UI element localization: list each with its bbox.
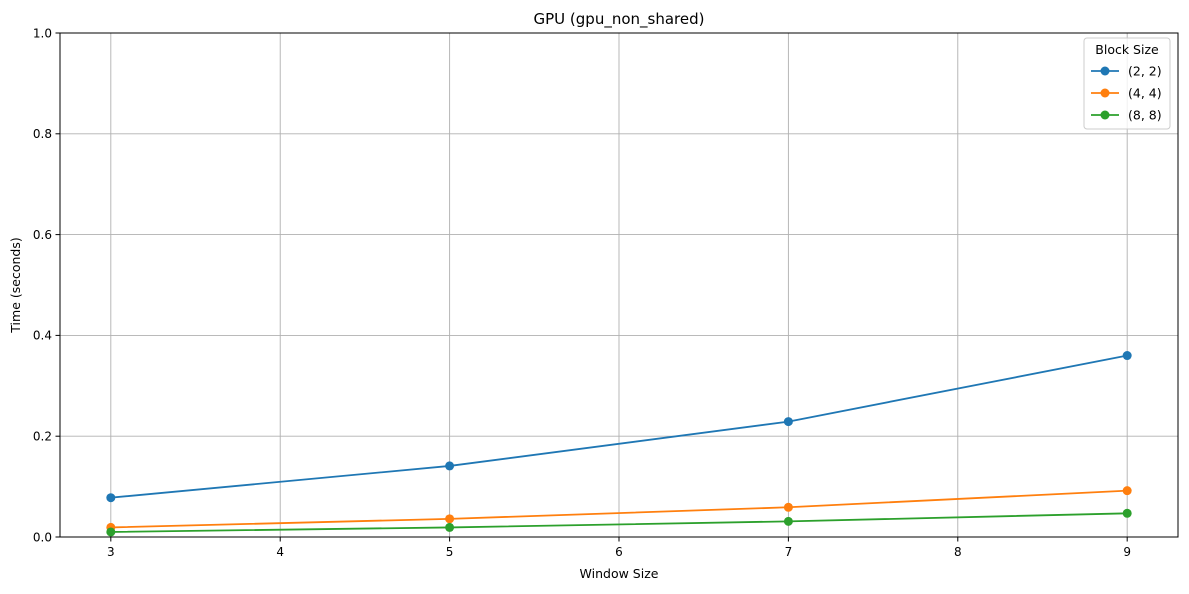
y-tick-label: 1.0 <box>33 26 52 40</box>
x-tick-label: 6 <box>615 545 623 559</box>
legend-box <box>1083 37 1171 130</box>
data-point <box>445 522 455 532</box>
series-3 <box>106 508 1132 537</box>
x-tick-label: 9 <box>1123 545 1131 559</box>
y-tick-label: 0.0 <box>33 530 52 544</box>
legend-entry: (4, 4) <box>1091 86 1162 101</box>
series-1 <box>106 351 1132 503</box>
axis-ticks: 3 4 5 6 7 8 9 0.0 0.2 0.4 0.6 0.8 1.0 <box>33 26 1131 559</box>
series-line <box>109 354 1129 499</box>
data-point <box>783 417 793 427</box>
data-point <box>106 493 116 503</box>
legend-entries: (2, 2) (4, 4) (8, 8) <box>1091 64 1162 123</box>
data-point <box>783 502 793 512</box>
data-point <box>445 514 455 524</box>
legend-marker <box>1100 110 1110 120</box>
data-point <box>445 461 455 471</box>
x-tick-label: 3 <box>107 545 115 559</box>
legend-marker <box>1100 66 1110 76</box>
data-point <box>1122 508 1132 518</box>
legend-label: (2, 2) <box>1128 64 1162 79</box>
x-tick-label: 7 <box>785 545 793 559</box>
series-layer <box>106 351 1132 537</box>
legend-marker <box>1100 88 1110 98</box>
data-point <box>783 516 793 526</box>
legend-label: (4, 4) <box>1128 86 1162 101</box>
legend-entry: (2, 2) <box>1091 64 1162 79</box>
y-tick-label: 0.8 <box>33 127 52 141</box>
legend-label: (8, 8) <box>1128 108 1162 123</box>
chart-title: GPU (gpu_non_shared) <box>534 10 705 29</box>
y-tick-label: 0.6 <box>33 228 52 242</box>
x-axis-label: Window Size <box>580 566 659 581</box>
y-tick-label: 0.2 <box>33 430 52 444</box>
x-tick-label: 4 <box>276 545 284 559</box>
series-line <box>109 512 1129 533</box>
data-point <box>106 527 116 537</box>
legend-title: Block Size <box>1095 42 1159 57</box>
legend-entry: (8, 8) <box>1091 108 1162 123</box>
x-tick-label: 5 <box>446 545 454 559</box>
x-tick-label: 8 <box>954 545 962 559</box>
data-point <box>1122 351 1132 361</box>
legend: Block Size (2, 2) (4, 4) (8, 8) <box>1083 37 1171 130</box>
y-tick-label: 0.4 <box>33 329 52 343</box>
y-axis-label: Time (seconds) <box>8 237 23 333</box>
data-point <box>1122 486 1132 496</box>
series-line <box>109 489 1129 529</box>
